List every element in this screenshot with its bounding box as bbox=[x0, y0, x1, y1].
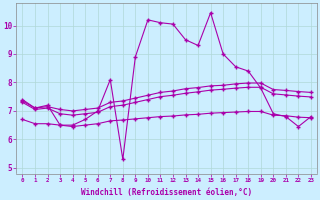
X-axis label: Windchill (Refroidissement éolien,°C): Windchill (Refroidissement éolien,°C) bbox=[81, 188, 252, 197]
